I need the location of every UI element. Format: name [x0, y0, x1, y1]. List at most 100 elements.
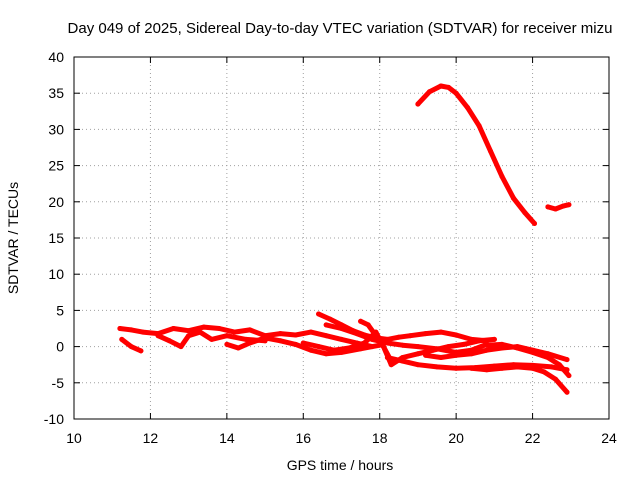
data-point — [415, 101, 421, 107]
data-point — [277, 338, 283, 344]
data-point — [373, 333, 379, 339]
y-tick-label: 0 — [56, 339, 64, 355]
y-tick-label: 25 — [48, 158, 64, 174]
y-tick-label: 5 — [56, 302, 64, 318]
data-point — [323, 351, 329, 357]
data-point — [119, 336, 125, 342]
data-point — [300, 340, 306, 346]
data-point — [388, 362, 394, 368]
data-point — [186, 333, 192, 339]
data-point — [423, 331, 429, 337]
data-point — [488, 148, 493, 154]
data-point — [262, 335, 268, 341]
y-tick-label: 35 — [48, 85, 64, 101]
data-point — [476, 338, 482, 344]
data-point — [400, 358, 406, 364]
data-point — [423, 352, 429, 358]
data-point — [358, 346, 364, 352]
x-tick-label: 10 — [66, 430, 82, 446]
series-trace-s10 — [358, 318, 497, 368]
data-point — [117, 326, 123, 331]
data-point — [514, 345, 520, 351]
x-tick-label: 16 — [295, 430, 311, 446]
series-trace-s1 — [415, 83, 537, 226]
x-tick-label: 14 — [219, 430, 235, 446]
data-point — [446, 344, 451, 350]
y-tick-label: 15 — [48, 230, 64, 246]
data-point — [499, 365, 505, 371]
data-point — [346, 345, 352, 351]
axis-ticks: 10 12 14 16 18 20 22 24 -10 -5 0 5 10 15 20 25 30 35 40 — [44, 49, 617, 446]
x-tick-label: 18 — [372, 430, 388, 446]
data-point — [361, 340, 367, 346]
data-point — [468, 365, 474, 371]
y-tick-label: -5 — [52, 375, 65, 391]
data-point — [553, 376, 558, 382]
data-point — [566, 373, 572, 379]
data-point — [354, 331, 360, 337]
series-trace-s2 — [545, 202, 572, 212]
data-point — [138, 348, 144, 354]
data-point — [476, 123, 482, 129]
x-axis-label: GPS time / hours — [287, 457, 394, 473]
data-point — [186, 328, 192, 334]
data-point — [381, 344, 386, 350]
data-point — [434, 364, 440, 370]
data-point — [530, 365, 536, 371]
data-point — [484, 342, 490, 348]
data-point — [511, 195, 516, 201]
grid-lines — [74, 57, 609, 419]
data-point — [553, 206, 558, 212]
data-point — [327, 316, 333, 322]
data-point — [415, 362, 421, 368]
data-point — [556, 362, 562, 368]
data-point — [155, 333, 161, 339]
data-point — [140, 329, 146, 335]
data-point — [365, 322, 371, 328]
data-point — [396, 334, 402, 340]
data-point — [541, 369, 547, 375]
chart-title: Day 049 of 2025, Sidereal Day-to-day VTE… — [68, 20, 613, 37]
data-series — [117, 83, 572, 395]
data-point — [566, 202, 572, 208]
data-point — [522, 210, 528, 216]
data-point — [247, 327, 253, 333]
data-point — [415, 351, 421, 357]
data-point — [549, 364, 555, 370]
data-point — [438, 329, 444, 335]
data-point — [293, 332, 299, 338]
data-point — [293, 341, 299, 347]
data-point — [224, 341, 230, 347]
data-point — [235, 345, 241, 351]
data-point — [316, 311, 322, 317]
data-point — [461, 341, 467, 347]
data-point — [453, 90, 459, 96]
data-point — [453, 332, 459, 338]
data-point — [400, 342, 406, 348]
data-point — [438, 355, 444, 360]
y-tick-label: 20 — [48, 194, 64, 210]
x-tick-label: 24 — [601, 430, 617, 446]
data-point — [243, 336, 249, 342]
data-point — [453, 352, 459, 358]
y-tick-label: -10 — [44, 411, 64, 427]
x-tick-label: 20 — [448, 430, 464, 446]
data-point — [358, 318, 364, 324]
x-tick-label: 12 — [143, 430, 159, 446]
data-point — [465, 105, 471, 111]
y-tick-label: 10 — [48, 266, 64, 282]
data-point — [532, 221, 537, 226]
data-point — [178, 344, 184, 350]
data-point — [384, 355, 390, 360]
data-point — [484, 367, 490, 373]
data-point — [201, 324, 207, 330]
data-point — [167, 338, 172, 344]
y-tick-label: 40 — [48, 49, 64, 65]
x-tick-label: 22 — [525, 430, 541, 446]
data-point — [530, 349, 536, 355]
data-point — [216, 326, 222, 331]
data-point — [514, 364, 520, 370]
data-point — [468, 351, 474, 357]
data-point — [384, 340, 390, 346]
data-point — [446, 84, 451, 90]
